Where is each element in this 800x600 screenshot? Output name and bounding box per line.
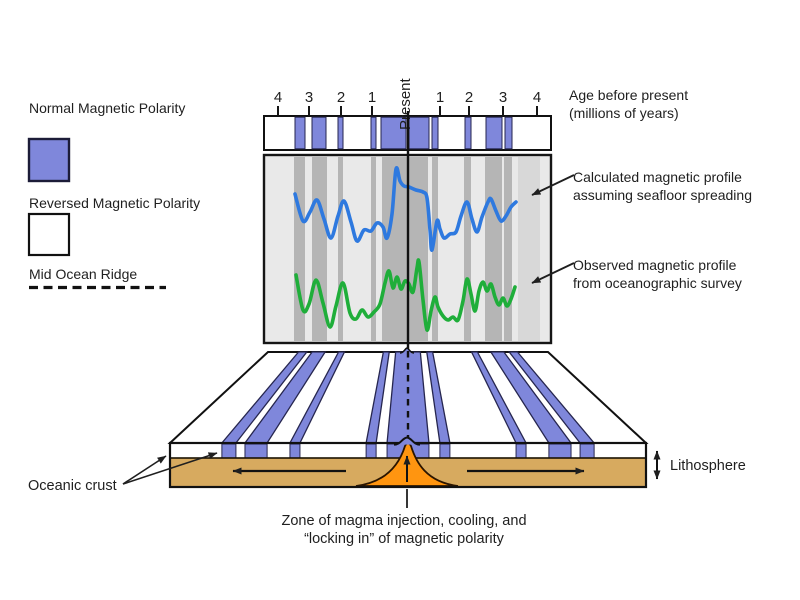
ridge-front-bump (393, 436, 421, 446)
crust-stripes (220, 351, 596, 444)
crust-front-stripe (579, 443, 595, 459)
polarity-bar-stripes (294, 116, 513, 150)
observed-pointer-arrow (531, 262, 575, 284)
polarity-bar-stripe (311, 116, 327, 150)
oceanic-crust-arrow-2 (122, 452, 218, 485)
profile-annotations: Calculated magnetic profile assuming sea… (531, 169, 752, 291)
polarity-bar-stripe (431, 116, 439, 150)
legend: Normal Magnetic Polarity Reversed Magnet… (27, 100, 200, 290)
crust-front-stripe (439, 443, 451, 459)
age-tick-label: 3 (305, 89, 313, 106)
legend-normal-label: Normal Magnetic Polarity (29, 100, 185, 116)
profile-band-dark (371, 157, 376, 341)
crust-front-stripe (548, 443, 572, 459)
magma-zone-label-line1: Zone of magma injection, cooling, and (281, 513, 526, 529)
polarity-bar-stripe (380, 116, 407, 150)
calculated-profile-curve (293, 166, 518, 252)
oceanic-crust-arrow-1 (122, 455, 167, 485)
age-tick-label: 2 (337, 89, 345, 106)
age-scale: 4 3 2 1 1 2 3 4 Present Age before present (mil… (263, 77, 688, 151)
crust-front-stripe (515, 443, 527, 459)
profile-band-dark (504, 157, 512, 341)
polarity-bar-stripe (370, 116, 377, 150)
legend-ridge-label: Mid Ocean Ridge (29, 266, 137, 282)
age-tick-label: 3 (499, 89, 507, 106)
profile-band-mid (518, 157, 540, 341)
crust-front-stripe (289, 443, 301, 459)
polarity-bar-stripe (464, 116, 472, 150)
age-tick-label: 4 (274, 89, 282, 106)
age-tick-label: 2 (465, 89, 473, 106)
age-ticks: 4 3 2 1 1 2 3 4 (274, 89, 541, 116)
profile-band-dark (485, 157, 502, 341)
crust-front-stripe (365, 443, 377, 459)
observed-label-line2: from oceanographic survey (573, 275, 742, 291)
profile-band-dark (432, 157, 438, 341)
age-title-line2: (millions of years) (569, 105, 679, 121)
lithosphere-label: Lithosphere (670, 458, 746, 474)
profile-polarity-bands (294, 157, 540, 341)
calculated-pointer-arrow (531, 174, 575, 196)
age-tick-label: 1 (368, 89, 376, 106)
profile-curves (293, 166, 518, 332)
profile-band-dark (464, 157, 471, 341)
oceanic-crust-label: Oceanic crust (28, 478, 117, 494)
legend-reversed-label: Reversed Magnetic Polarity (29, 195, 200, 211)
crust-front-stripe (221, 443, 237, 459)
present-label: Present (397, 77, 414, 130)
calculated-label-line1: Calculated magnetic profile (573, 169, 742, 185)
magma-zone-label-line2: “locking in” of magnetic polarity (304, 531, 505, 547)
observed-profile-curve (294, 258, 517, 332)
crust-front-stripe (244, 443, 268, 459)
crust-block (167, 347, 649, 489)
crust-annotations: Lithosphere Oceanic crust Zone of magma … (28, 450, 746, 547)
profile-band-dark (338, 157, 343, 341)
polarity-bar-stripe (294, 116, 306, 150)
age-title-line1: Age before present (569, 87, 688, 103)
age-tick-label: 1 (436, 89, 444, 106)
ridge-back-bump (399, 347, 415, 354)
polarity-bar-stripe (485, 116, 503, 150)
legend-reversed-swatch (27, 212, 71, 257)
polarity-bar-stripe (337, 116, 344, 150)
calculated-label-line2: assuming seafloor spreading (573, 187, 752, 203)
age-tick-label: 4 (533, 89, 541, 106)
legend-normal-swatch (27, 137, 71, 183)
observed-label-line1: Observed magnetic profile (573, 257, 737, 273)
polarity-bar-stripe (504, 116, 513, 150)
profile-band-dark (294, 157, 305, 341)
